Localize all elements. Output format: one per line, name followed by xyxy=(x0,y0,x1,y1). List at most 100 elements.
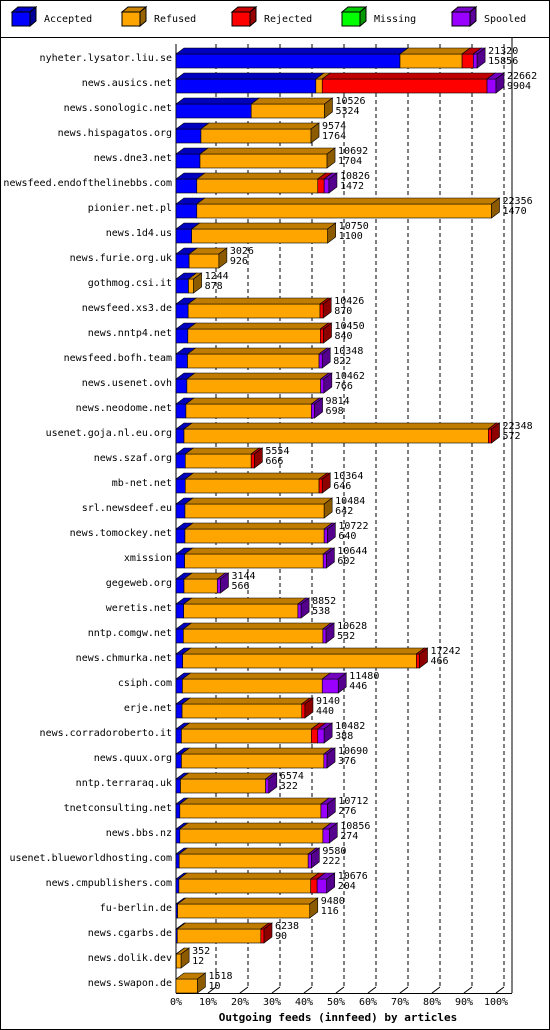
category-label: tnetconsulting.net xyxy=(64,803,172,814)
accepted-label: 538 xyxy=(312,606,330,617)
bar-segment xyxy=(196,203,492,219)
bar-segment xyxy=(175,128,202,144)
category-label: news.nntp4.net xyxy=(88,328,172,339)
offered-label: 10750 xyxy=(339,221,369,232)
accepted-label: 878 xyxy=(205,281,223,292)
offered-label: 10484 xyxy=(335,496,365,507)
bar-segment xyxy=(181,703,303,719)
accepted-label: 642 xyxy=(335,506,353,517)
bar-top xyxy=(184,472,328,480)
accepted-label: 602 xyxy=(337,556,355,567)
category-label: gegeweb.org xyxy=(106,578,172,589)
x-tick-label: 0% xyxy=(170,997,182,1008)
bar-top xyxy=(181,672,332,680)
bar-top xyxy=(177,872,320,880)
bar-segment xyxy=(318,478,323,494)
bar-side xyxy=(326,547,335,569)
bar-segment xyxy=(416,653,420,669)
legend-swatch xyxy=(341,11,361,27)
bar-segment xyxy=(175,378,188,394)
offered-label: 8852 xyxy=(312,596,336,607)
bar-side xyxy=(491,422,500,444)
bar-side xyxy=(495,72,505,94)
offered-label: 1518 xyxy=(208,971,232,982)
offered-label: 9580 xyxy=(322,846,346,857)
bar-side xyxy=(326,747,336,769)
category-label: newsfeed.bofh.team xyxy=(64,353,172,364)
bar-segment xyxy=(175,853,180,869)
bar-segment xyxy=(175,253,190,269)
bar-side xyxy=(314,397,323,419)
offered-label: 3026 xyxy=(230,246,254,257)
bar-side xyxy=(300,597,310,619)
x-tick-label: 60% xyxy=(359,997,377,1008)
category-label: news.corradoroberto.it xyxy=(40,728,172,739)
bar-segment xyxy=(184,503,325,519)
bar-segment xyxy=(188,253,220,269)
bar-segment xyxy=(472,53,478,69)
bar-segment xyxy=(175,653,184,669)
accepted-label: 90 xyxy=(275,931,287,942)
bar-top xyxy=(184,447,261,455)
category-label: gothmog.csi.it xyxy=(88,278,172,289)
legend-label: Missing xyxy=(374,14,416,25)
bar-segment xyxy=(175,678,183,694)
bar-side xyxy=(218,247,228,269)
category-label: news.szaf.org xyxy=(94,453,172,464)
category-label: erje.net xyxy=(124,703,172,714)
bar-segment xyxy=(178,878,312,894)
offered-label: 22348 xyxy=(503,421,533,432)
x-tick-label: 90% xyxy=(455,997,473,1008)
bar-segment xyxy=(199,153,328,169)
bar-segment xyxy=(182,678,323,694)
category-label: usenet.blueworldhosting.com xyxy=(9,853,172,864)
bar-side xyxy=(327,522,336,544)
bar-top xyxy=(399,47,471,55)
accepted-label: 116 xyxy=(321,906,339,917)
bar-segment xyxy=(318,353,323,369)
x-tick-label: 50% xyxy=(327,997,345,1008)
bar-segment xyxy=(320,328,324,344)
accepted-label: 532 xyxy=(337,631,355,642)
bar-top xyxy=(178,847,318,855)
bar-segment xyxy=(216,578,221,594)
bar-segment xyxy=(177,903,311,919)
bar-top xyxy=(180,722,321,730)
bar-top xyxy=(184,497,334,505)
bar-segment xyxy=(175,503,186,519)
bar-side xyxy=(337,672,347,694)
bar-segment xyxy=(322,828,330,844)
bar-segment xyxy=(175,753,182,769)
bar-side xyxy=(476,47,486,69)
bar-side xyxy=(180,947,190,969)
category-label: news.usenet.ovh xyxy=(82,378,172,389)
bar-top xyxy=(195,197,501,205)
offered-label: 10856 xyxy=(340,821,370,832)
offered-label: 17242 xyxy=(431,646,461,657)
category-label: news.furie.org.uk xyxy=(70,253,172,264)
bar-side xyxy=(327,222,336,244)
accepted-label: 388 xyxy=(335,731,353,742)
accepted-label: 12 xyxy=(192,956,204,967)
offered-label: 10450 xyxy=(335,321,365,332)
bar-segment xyxy=(176,953,182,969)
legend-swatch-side xyxy=(139,5,147,28)
bar-segment xyxy=(182,653,417,669)
bar-segment xyxy=(183,578,218,594)
bar-segment xyxy=(183,428,489,444)
legend-label: Refused xyxy=(154,14,196,25)
bar-top xyxy=(175,72,325,80)
category-label: usenet.goja.nl.eu.org xyxy=(46,428,172,439)
bar-side xyxy=(263,922,273,944)
bar-segment xyxy=(175,203,198,219)
offered-label: 10482 xyxy=(335,721,365,732)
bar-segment xyxy=(175,403,187,419)
offered-label: 10826 xyxy=(340,171,370,182)
offered-label: 5554 xyxy=(265,446,289,457)
accepted-label: 1764 xyxy=(322,131,346,142)
accepted-label: 666 xyxy=(265,456,283,467)
category-label: csiph.com xyxy=(118,678,172,689)
bar-segment xyxy=(250,103,325,119)
category-label: nntp.terraraq.uk xyxy=(76,778,172,789)
accepted-label: 274 xyxy=(340,831,358,842)
